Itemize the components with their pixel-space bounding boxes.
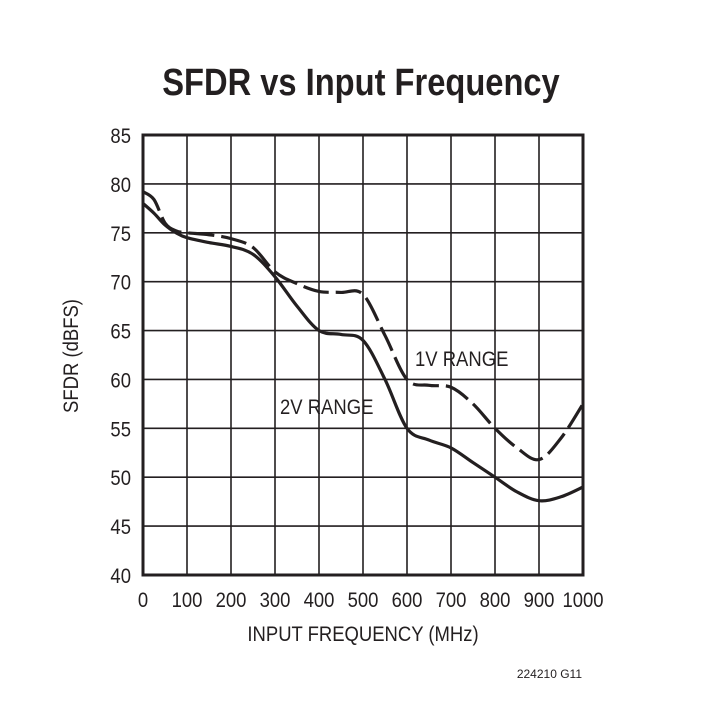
x-tick-label: 900 <box>524 589 555 612</box>
tick-labels: 0 100 200 300 400 500 600 700 800 900 1000 40 45 50 55… <box>110 125 603 612</box>
series-label-1v: 1V RANGE <box>415 348 508 371</box>
y-tick-label: 40 <box>110 565 131 588</box>
x-tick-label: 0 <box>138 589 148 612</box>
chart-title: SFDR vs Input Frequency <box>162 61 560 104</box>
y-tick-label: 80 <box>110 174 131 197</box>
x-tick-label: 100 <box>172 589 203 612</box>
x-tick-label: 700 <box>436 589 467 612</box>
x-tick-label: 200 <box>216 589 247 612</box>
x-tick-label: 600 <box>392 589 423 612</box>
grid <box>141 133 585 577</box>
y-tick-label: 60 <box>110 369 131 392</box>
x-tick-label: 400 <box>304 589 335 612</box>
series-label-2v: 2V RANGE <box>280 396 373 419</box>
y-tick-label: 65 <box>110 321 131 344</box>
y-tick-label: 50 <box>110 467 131 490</box>
series-line-2v <box>141 202 584 503</box>
x-axis-label: INPUT FREQUENCY (MHz) <box>247 623 478 646</box>
plot-frame <box>141 133 585 577</box>
x-tick-label: 1000 <box>562 589 603 612</box>
y-tick-label: 70 <box>110 272 131 295</box>
footnote: 224210 G11 <box>517 667 582 681</box>
y-tick-label: 45 <box>110 516 131 539</box>
y-tick-label: 75 <box>110 223 131 246</box>
curves <box>141 190 585 503</box>
y-axis-label: SFDR (dBFS) <box>60 299 83 413</box>
x-tick-label: 500 <box>348 589 379 612</box>
y-tick-label: 85 <box>110 125 131 148</box>
x-tick-label: 300 <box>260 589 291 612</box>
y-tick-label: 55 <box>110 418 131 441</box>
x-tick-label: 800 <box>480 589 511 612</box>
series-line-1v <box>142 190 585 462</box>
